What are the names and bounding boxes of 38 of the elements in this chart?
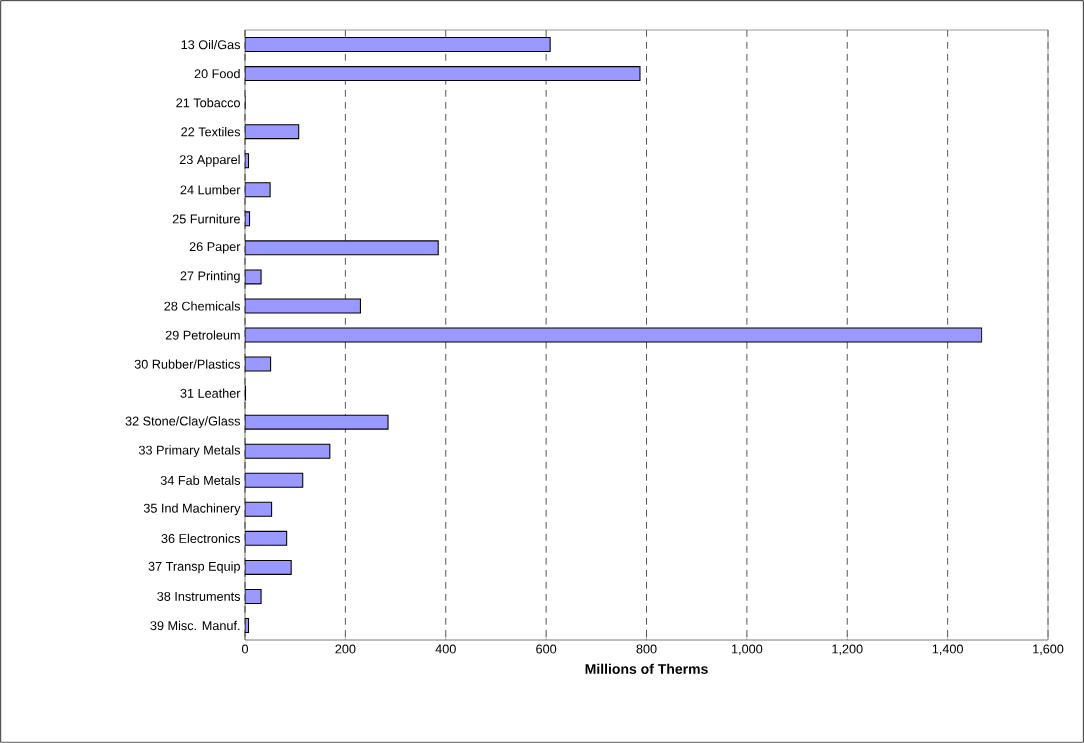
y-tick-label: 34 Fab Metals [160, 475, 241, 485]
y-tick-label: 31 Leather [180, 388, 241, 398]
y-tick-label: 22 Textiles [181, 127, 241, 137]
y-tick-label: 28 Chemicals [164, 301, 241, 311]
y-tick-label: 32 Stone/Clay/Glass [125, 416, 241, 429]
bar [245, 37, 551, 53]
y-tick-label: 38 Instruments [157, 591, 241, 601]
y-tick-label: 30 Rubber/Plastics [134, 359, 241, 369]
x-tick-label: 600 [536, 644, 557, 654]
x-tick-label: 1,000 [732, 644, 763, 655]
bar [245, 443, 331, 459]
y-tick-label: 24 Lumber [180, 185, 241, 195]
x-tick-label: 400 [435, 644, 456, 654]
bar [245, 66, 641, 82]
y-tick-label: 26 Paper [189, 242, 241, 254]
x-tick-label: 0 [241, 644, 249, 654]
bar [245, 559, 292, 575]
x-tick-label: 800 [636, 644, 657, 654]
y-tick-label: 37 Transp Equip [148, 561, 240, 574]
y-tick-label: 25 Furniture [172, 214, 240, 224]
x-tick-label: 1,400 [932, 644, 963, 655]
y-tick-label: 23 Apparel [179, 154, 240, 167]
bar [245, 530, 288, 546]
y-tick-label: 39 Misc. Manuf. [150, 620, 240, 631]
y-tick-label: 13 Oil/Gas [181, 39, 241, 50]
y-tick-label: 20 Food [194, 68, 240, 79]
x-tick-label: 1,600 [1033, 644, 1064, 655]
y-tick-label: 27 Printing [180, 271, 240, 283]
bar [245, 472, 304, 488]
y-tick-label: 36 Electronics [161, 533, 241, 543]
y-tick-label: 29 Petroleum [165, 330, 240, 340]
y-tick-label: 33 Primary Metals [138, 445, 241, 458]
x-tick-label: 1,200 [832, 644, 863, 655]
x-axis-title: Millions of Therms [585, 663, 708, 674]
y-tick-label: 21 Tobacco [176, 97, 240, 108]
bar [245, 124, 300, 140]
y-tick-label: 35 Ind Machinery [143, 503, 241, 516]
x-tick-label: 200 [335, 644, 356, 654]
